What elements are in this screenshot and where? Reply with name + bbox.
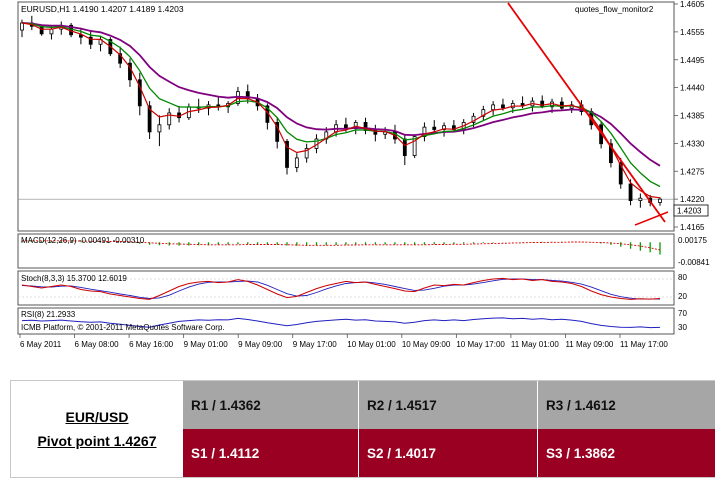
pivot-title: EUR/USD Pivot point 1.4267 [11, 381, 183, 477]
price-tick-label: 1.4605 [680, 0, 705, 9]
bull-candle [638, 197, 643, 201]
price-tick-label: 1.4385 [680, 112, 705, 121]
macd-tick-top: 0.00175 [678, 236, 707, 245]
bear-candle [88, 36, 93, 45]
s3-cell: S3 / 1.3862 [538, 429, 715, 477]
rsi-line [21, 317, 661, 329]
r3-cell: R3 / 1.4612 [538, 381, 715, 429]
bull-candle [491, 104, 496, 111]
time-tick-label: 11 May 01:00 [511, 340, 559, 349]
rsi-indicator [21, 317, 661, 329]
symbol-header: EURUSD,H1 1.4190 1.4207 1.4189 1.4203 [21, 4, 184, 14]
rsi-tick-70: 70 [678, 309, 687, 318]
stochastic-signal-line [21, 278, 660, 300]
rsi-panel [17, 307, 675, 335]
time-tick-label: 6 May 16:00 [129, 340, 174, 349]
macd-label: MACD(12,26,9) -0.00491 -0.00310 [21, 236, 145, 245]
bull-candle [20, 22, 24, 31]
bear-candle [373, 130, 378, 135]
bear-candle [618, 162, 623, 185]
price-tick-label: 1.4275 [680, 167, 705, 176]
bear-candle [285, 140, 289, 168]
price-tick-label: 1.4330 [680, 139, 705, 148]
bear-candle [147, 105, 152, 133]
bear-candle [540, 100, 545, 108]
fast-ma-line [21, 22, 661, 199]
price-panel [17, 1, 675, 232]
stochastic-indicator [18, 277, 674, 300]
bull-candle [294, 157, 299, 168]
time-tick-label: 6 May 2011 [20, 340, 62, 349]
bull-candle [412, 136, 417, 156]
macd-indicator [21, 240, 661, 255]
eurusd-chart: 1.4605 1.4555 1.4495 1.4440 1.4385 1.4330 1.42… [17, 0, 710, 349]
price-tick-label: 1.4555 [680, 28, 705, 37]
s2-cell: S2 / 1.4017 [359, 429, 537, 477]
mid-ma-line [21, 22, 661, 188]
time-axis: 6 May 2011 6 May 08:00 6 May 16:00 9 May 01… [18, 198, 674, 349]
stochastic-tick-80: 80 [678, 273, 687, 282]
bull-candle [481, 109, 486, 117]
price-axis: 1.4605 1.4555 1.4495 1.4440 1.4385 1.4330 1.42… [674, 0, 705, 232]
bear-candle [609, 143, 613, 164]
macd-signal-line [22, 240, 661, 251]
bear-candle [501, 104, 505, 109]
pair-label: EUR/USD [65, 409, 129, 425]
time-tick-label: 6 May 08:00 [75, 340, 120, 349]
bull-candle [304, 148, 309, 159]
s1-cell: S1 / 1.4112 [183, 429, 358, 477]
price-tick-label: 1.4495 [680, 56, 705, 65]
price-tick-label: 1.4165 [680, 223, 705, 232]
support-trendline [634, 211, 669, 226]
time-tick-label: 10 May 09:00 [402, 340, 451, 349]
trendlines [507, 2, 669, 226]
time-tick-label: 9 May 09:00 [238, 340, 283, 349]
time-tick-label: 11 May 09:00 [565, 340, 613, 349]
bull-candle [471, 115, 476, 123]
pivot-point-label: Pivot point 1.4267 [37, 433, 157, 449]
stochastic-tick-20: 20 [678, 292, 687, 301]
bear-candle [432, 126, 437, 130]
bull-candle [442, 125, 446, 130]
bull-candle [658, 198, 662, 203]
bear-candle [628, 183, 633, 201]
time-tick-label: 9 May 17:00 [293, 340, 338, 349]
slow-ma-line [21, 22, 661, 167]
time-tick-label: 11 May 17:00 [620, 340, 668, 349]
bull-candle [49, 28, 54, 35]
bear-candle [137, 79, 142, 107]
r1-cell: R1 / 1.4362 [183, 381, 358, 429]
r2-cell: R2 / 1.4517 [359, 381, 537, 429]
bear-candle [118, 53, 123, 64]
stochastic-panel [17, 270, 675, 306]
moving-averages [21, 22, 661, 199]
macd-panel [17, 233, 675, 269]
current-price-box [673, 204, 709, 217]
macd-tick-bottom: -0.00841 [678, 258, 710, 267]
pivot-table: EUR/USD Pivot point 1.4267 R1 / 1.4362 R… [10, 380, 715, 478]
bull-candle [422, 126, 427, 138]
indicator-name: quotes_flow_monitor2 [575, 5, 654, 14]
bear-candle [402, 138, 407, 156]
rsi-tick-30: 30 [678, 323, 687, 332]
copyright-text: ICMB Platform, © 2001-2011 MetaQuotes So… [21, 323, 225, 332]
bear-candle [275, 122, 280, 142]
price-tick-label: 1.4220 [680, 195, 705, 204]
stochastic-label: Stoch(8,3,3) 15.3700 12.6019 [21, 274, 127, 283]
stochastic-main-line [21, 277, 661, 300]
bull-candle [157, 124, 162, 133]
time-tick-label: 10 May 01:00 [347, 340, 396, 349]
bear-candle [78, 34, 83, 38]
bull-candle [167, 112, 172, 126]
resistance-trendline [507, 2, 666, 223]
current-price-label: 1.4203 [677, 207, 702, 216]
time-tick-label: 9 May 01:00 [184, 340, 229, 349]
time-tick-label: 10 May 17:00 [456, 340, 505, 349]
rsi-label: RSI(8) 21.2933 [21, 310, 76, 319]
price-tick-label: 1.4440 [680, 84, 705, 93]
